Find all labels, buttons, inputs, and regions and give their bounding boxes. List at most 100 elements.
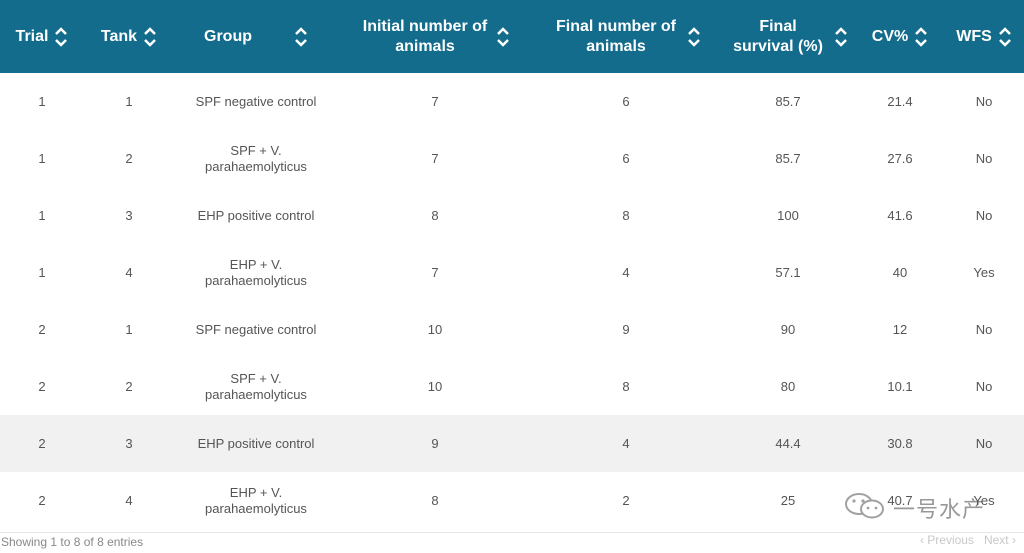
column-header-label: WFS bbox=[956, 27, 992, 45]
cell-initial: 8 bbox=[431, 492, 439, 508]
cell-survival: 25 bbox=[780, 492, 796, 508]
column-header-final-survival[interactable]: Final survival (%) bbox=[720, 0, 856, 73]
wechat-icon bbox=[843, 491, 887, 526]
column-header-label: Final survival (%) bbox=[733, 17, 823, 55]
table-row: 2 2 SPF + V. parahaemolyticus 10 8 80 10… bbox=[0, 358, 1024, 415]
column-header-final-number[interactable]: Final number of animals bbox=[532, 0, 720, 73]
table-header-row: Trial Tank Group Initial number of anima… bbox=[0, 0, 1024, 73]
cell-tank: 3 bbox=[125, 207, 133, 223]
cell-group: EHP positive control bbox=[197, 207, 315, 223]
previous-button[interactable]: ‹ Previous bbox=[920, 533, 974, 547]
pagination: ‹ Previous Next › bbox=[920, 533, 1016, 547]
sort-icon[interactable] bbox=[54, 26, 68, 48]
column-header-label: Trial bbox=[15, 27, 49, 45]
cell-final: 9 bbox=[622, 321, 630, 337]
cell-final: 4 bbox=[532, 415, 720, 472]
cell-group: EHP positive control bbox=[174, 415, 338, 472]
cell-initial: 7 bbox=[431, 150, 439, 166]
column-header-label: Initial number of animals bbox=[362, 17, 488, 55]
cell-survival: 57.1 bbox=[775, 264, 801, 280]
sort-icon[interactable] bbox=[496, 26, 510, 48]
cell-cv: 40.7 bbox=[887, 492, 913, 508]
cell-tank: 1 bbox=[125, 93, 133, 109]
cell-tank: 4 bbox=[125, 492, 133, 508]
cell-wfs: No bbox=[975, 321, 993, 337]
data-table: Trial Tank Group Initial number of anima… bbox=[0, 0, 1024, 516]
sort-icon[interactable] bbox=[687, 26, 701, 48]
cell-cv: 40 bbox=[892, 264, 908, 280]
sort-icon[interactable] bbox=[914, 26, 928, 48]
cell-final: 4 bbox=[622, 264, 630, 280]
cell-trial: 2 bbox=[0, 415, 84, 472]
previous-label: Previous bbox=[927, 533, 974, 547]
cell-tank: 2 bbox=[125, 378, 133, 394]
cell-survival: 80 bbox=[780, 378, 796, 394]
cell-final: 6 bbox=[622, 93, 630, 109]
cell-trial: 1 bbox=[38, 150, 46, 166]
cell-trial: 1 bbox=[38, 93, 46, 109]
cell-final: 6 bbox=[622, 150, 630, 166]
cell-group: SPF + V. parahaemolyticus bbox=[205, 370, 307, 402]
cell-tank: 2 bbox=[125, 150, 133, 166]
column-header-label: CV% bbox=[871, 27, 909, 45]
table-row: 2 1 SPF negative control 10 9 90 12 No bbox=[0, 301, 1024, 358]
cell-initial: 10 bbox=[427, 321, 443, 337]
cell-group: SPF negative control bbox=[195, 93, 317, 109]
sort-icon[interactable] bbox=[143, 26, 157, 48]
cell-group: SPF negative control bbox=[195, 321, 317, 337]
cell-survival: 44.4 bbox=[720, 415, 856, 472]
sort-icon[interactable] bbox=[834, 26, 848, 48]
cell-wfs: Yes bbox=[973, 492, 995, 508]
cell-wfs: No bbox=[975, 207, 993, 223]
watermark: 一号水产 bbox=[843, 491, 1003, 526]
cell-group: SPF + V. parahaemolyticus bbox=[205, 142, 307, 174]
column-header-label: Tank bbox=[100, 27, 138, 45]
cell-trial: 2 bbox=[38, 492, 46, 508]
watermark-text: 一号水产 bbox=[893, 498, 986, 523]
cell-wfs: No bbox=[975, 378, 993, 394]
cell-final: 2 bbox=[622, 492, 630, 508]
chevron-left-icon: ‹ bbox=[919, 533, 924, 547]
cell-cv: 30.8 bbox=[856, 415, 944, 472]
column-header-wfs[interactable]: WFS bbox=[944, 0, 1024, 73]
cell-wfs: No bbox=[944, 415, 1024, 472]
cell-initial: 7 bbox=[431, 264, 439, 280]
table-row: 1 2 SPF + V. parahaemolyticus 7 6 85.7 2… bbox=[0, 130, 1024, 187]
cell-wfs: Yes bbox=[973, 264, 995, 280]
cell-initial: 7 bbox=[431, 93, 439, 109]
column-header-label: Final number of animals bbox=[556, 17, 676, 55]
column-header-initial-number[interactable]: Initial number of animals bbox=[338, 0, 532, 73]
data-table-wrapper: Trial Tank Group Initial number of anima… bbox=[0, 0, 1024, 516]
cell-wfs: No bbox=[975, 150, 993, 166]
cell-survival: 90 bbox=[780, 321, 796, 337]
column-header-cv[interactable]: CV% bbox=[856, 0, 944, 73]
cell-trial: 2 bbox=[38, 321, 46, 337]
column-header-label: Group bbox=[204, 27, 252, 45]
table-row: 1 3 EHP positive control 8 8 100 41.6 No bbox=[0, 187, 1024, 244]
cell-group: EHP + V. parahaemolyticus bbox=[205, 484, 307, 516]
sort-icon[interactable] bbox=[998, 26, 1012, 48]
cell-trial: 1 bbox=[38, 264, 46, 280]
cell-group: EHP + V. parahaemolyticus bbox=[205, 256, 307, 288]
sort-icon[interactable] bbox=[294, 26, 308, 48]
table-row: 1 4 EHP + V. parahaemolyticus 7 4 57.1 4… bbox=[0, 244, 1024, 301]
next-button[interactable]: Next › bbox=[984, 533, 1016, 547]
table-row: 2 3 EHP positive control 9 4 44.4 30.8 N… bbox=[0, 415, 1024, 472]
next-label: Next bbox=[983, 533, 1009, 547]
cell-trial: 2 bbox=[38, 378, 46, 394]
cell-cv: 41.6 bbox=[887, 207, 913, 223]
table-footer: Showing 1 to 8 of 8 entries ‹ Previous N… bbox=[0, 532, 1024, 551]
column-header-tank[interactable]: Tank bbox=[84, 0, 174, 73]
cell-cv: 10.1 bbox=[887, 378, 913, 394]
cell-survival: 100 bbox=[777, 207, 799, 223]
cell-trial: 1 bbox=[38, 207, 46, 223]
cell-initial: 10 bbox=[427, 378, 443, 394]
column-header-group[interactable]: Group bbox=[174, 0, 338, 73]
cell-survival: 85.7 bbox=[775, 150, 801, 166]
cell-wfs: No bbox=[975, 93, 993, 109]
cell-cv: 12 bbox=[892, 321, 908, 337]
column-header-trial[interactable]: Trial bbox=[0, 0, 84, 73]
cell-final: 8 bbox=[622, 207, 630, 223]
cell-survival: 85.7 bbox=[775, 93, 801, 109]
cell-tank: 3 bbox=[84, 415, 174, 472]
